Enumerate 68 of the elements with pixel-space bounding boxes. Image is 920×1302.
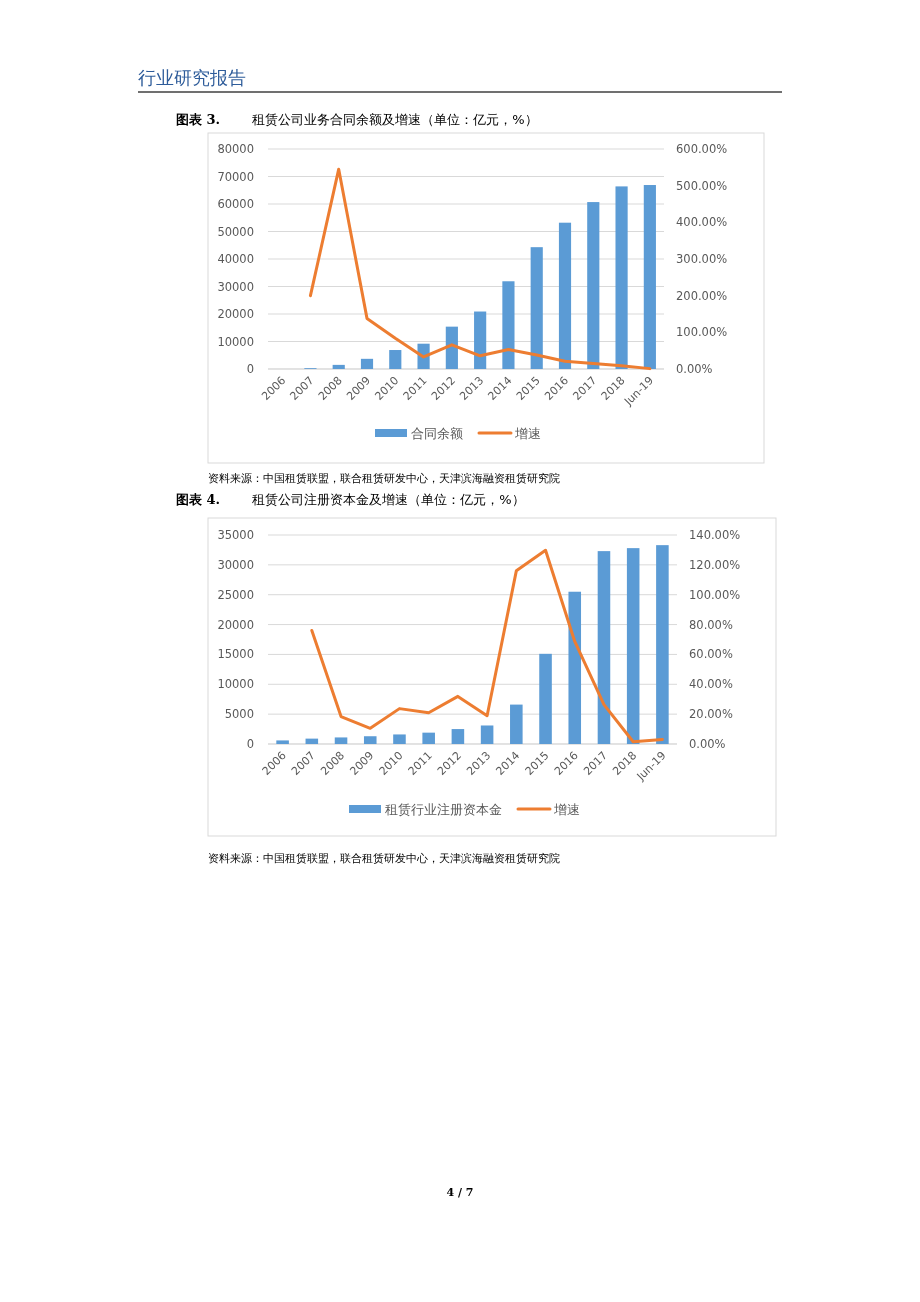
bar bbox=[445, 326, 458, 369]
bar bbox=[334, 737, 348, 744]
y-tick-label: 15000 bbox=[217, 647, 254, 662]
y2-tick-label: 600.00% bbox=[676, 142, 728, 156]
bar bbox=[451, 729, 465, 744]
y2-tick-label: 0.00% bbox=[689, 737, 726, 751]
text: 4 / 7 bbox=[446, 1186, 474, 1199]
y2-tick-label: 140.00% bbox=[689, 528, 741, 542]
bar bbox=[389, 350, 402, 369]
y2-tick-label: 80.00% bbox=[689, 617, 733, 632]
bar bbox=[643, 185, 656, 369]
bar bbox=[360, 358, 374, 369]
y-tick-label: 25000 bbox=[217, 587, 254, 602]
text: 资料来源：中国租赁联盟，联合租赁研发中心，天津滨海融资租赁研究院 bbox=[208, 852, 560, 865]
legend-label: 增速 bbox=[514, 426, 541, 441]
y2-tick-label: 400.00% bbox=[676, 215, 728, 230]
bar bbox=[502, 281, 515, 369]
bar bbox=[276, 740, 289, 744]
y2-tick-label: 100.00% bbox=[689, 587, 741, 602]
bar bbox=[363, 736, 377, 744]
y-tick-label: 0 bbox=[246, 737, 254, 751]
bar bbox=[539, 653, 552, 744]
y2-tick-label: 100.00% bbox=[676, 325, 728, 340]
y-tick-label: 5000 bbox=[224, 707, 254, 722]
y-tick-label: 0 bbox=[246, 362, 254, 376]
text: 行业研究报告 bbox=[138, 67, 246, 88]
y-tick-label: 20000 bbox=[217, 307, 254, 321]
y2-tick-label: 120.00% bbox=[689, 557, 741, 572]
bar bbox=[332, 364, 345, 369]
y2-tick-label: 300.00% bbox=[676, 252, 728, 266]
bar bbox=[568, 591, 582, 744]
line-series bbox=[310, 548, 664, 744]
bar bbox=[656, 545, 669, 744]
y2-tick-label: 500.00% bbox=[676, 178, 728, 193]
bar bbox=[422, 732, 435, 744]
bar bbox=[480, 725, 494, 744]
y-tick-label: 35000 bbox=[217, 528, 254, 542]
bar bbox=[597, 551, 611, 744]
y2-tick-label: 60.00% bbox=[689, 647, 733, 662]
bar bbox=[474, 311, 487, 369]
y-tick-label: 50000 bbox=[217, 224, 254, 239]
y-tick-label: 30000 bbox=[217, 557, 254, 572]
y-tick-label: 10000 bbox=[217, 334, 254, 349]
y-tick-label: 10000 bbox=[217, 677, 254, 692]
y-tick-label: 40000 bbox=[217, 252, 254, 266]
y2-tick-label: 40.00% bbox=[689, 677, 733, 692]
line-series bbox=[308, 167, 652, 371]
bar bbox=[510, 704, 523, 744]
y-tick-label: 60000 bbox=[217, 197, 254, 211]
y-tick-label: 20000 bbox=[217, 617, 254, 632]
bar bbox=[626, 548, 640, 744]
bar bbox=[615, 186, 628, 369]
legend-label: 合同余额 bbox=[411, 426, 463, 441]
y-tick-label: 80000 bbox=[217, 142, 254, 156]
y2-tick-label: 0.00% bbox=[676, 362, 713, 376]
y-tick-label: 70000 bbox=[217, 169, 254, 184]
bar bbox=[558, 222, 572, 369]
chart-title: 图表 3. 租赁公司业务合同余额及增速（单位：亿元，%） bbox=[176, 112, 538, 127]
y2-tick-label: 200.00% bbox=[676, 288, 728, 303]
bar bbox=[393, 734, 406, 744]
chart-title: 图表 4. 租赁公司注册资本金及增速（单位：亿元，%） bbox=[176, 492, 525, 507]
y2-tick-label: 20.00% bbox=[689, 707, 733, 722]
text: 资料来源：中国租赁联盟，联合租赁研发中心，天津滨海融资租赁研究院 bbox=[208, 472, 560, 485]
bar bbox=[587, 202, 600, 369]
y-tick-label: 30000 bbox=[217, 279, 254, 294]
legend-label: 租赁行业注册资本金 bbox=[385, 802, 502, 817]
legend-label: 增速 bbox=[553, 802, 580, 817]
bar bbox=[530, 247, 543, 369]
